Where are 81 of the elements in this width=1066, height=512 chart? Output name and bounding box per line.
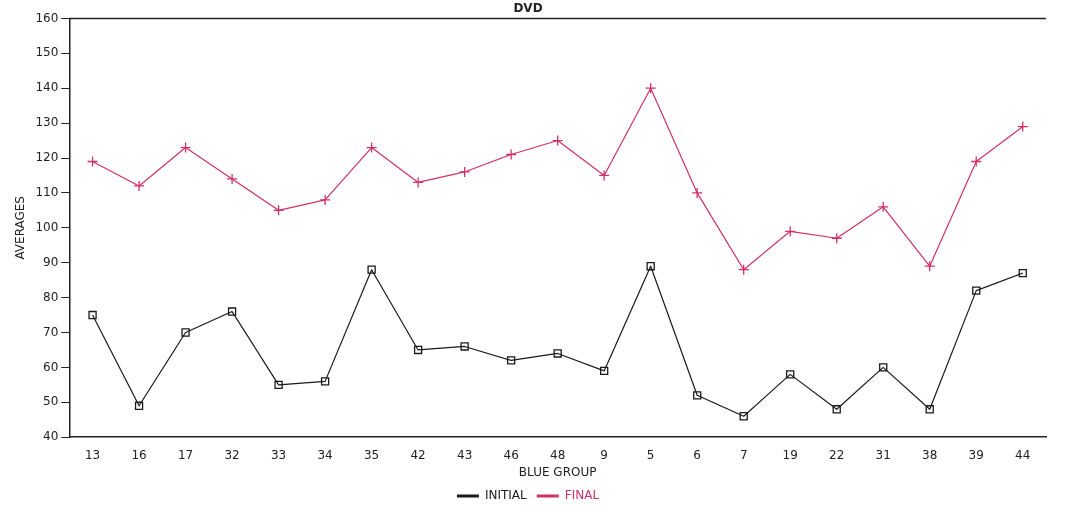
point bbox=[879, 363, 888, 372]
y-tick-label: 90 bbox=[43, 254, 59, 269]
chart-title: DVD bbox=[513, 1, 543, 16]
point bbox=[226, 173, 238, 185]
point bbox=[599, 366, 609, 376]
point bbox=[739, 412, 748, 421]
x-tick-label: 22 bbox=[829, 447, 845, 462]
point bbox=[924, 260, 936, 272]
x-tick-label: 13 bbox=[84, 447, 101, 462]
point bbox=[320, 377, 330, 386]
point bbox=[786, 370, 795, 379]
x-axis-title: BLUE GROUP bbox=[518, 464, 597, 479]
point bbox=[598, 169, 610, 182]
y-tick-label: 70 bbox=[43, 324, 59, 339]
x-tick-label: 7 bbox=[739, 447, 748, 462]
point bbox=[970, 155, 982, 168]
point bbox=[88, 310, 97, 320]
point bbox=[367, 265, 376, 274]
point bbox=[179, 141, 192, 154]
point bbox=[460, 342, 469, 351]
point bbox=[693, 391, 702, 400]
point bbox=[134, 401, 144, 410]
x-tick-label: 19 bbox=[782, 447, 798, 462]
point bbox=[1018, 268, 1027, 278]
x-tick-label: 39 bbox=[968, 447, 984, 462]
point bbox=[784, 225, 796, 237]
x-tick-label: 48 bbox=[550, 447, 566, 462]
point bbox=[646, 262, 655, 271]
x-tick-label: 34 bbox=[317, 447, 333, 462]
point bbox=[645, 82, 657, 94]
y-tick-label: 120 bbox=[35, 150, 59, 165]
point bbox=[458, 166, 471, 178]
point bbox=[1017, 120, 1029, 133]
point bbox=[413, 345, 423, 355]
point bbox=[319, 194, 331, 206]
point bbox=[227, 307, 237, 316]
y-tick-label: 140 bbox=[35, 80, 59, 95]
point bbox=[925, 405, 934, 414]
x-tick-label: 42 bbox=[410, 447, 426, 462]
y-tick-label: 60 bbox=[43, 359, 59, 374]
x-tick-label: 44 bbox=[1015, 447, 1031, 462]
x-tick-label: 16 bbox=[131, 447, 147, 462]
point bbox=[181, 328, 190, 337]
x-tick-label: 35 bbox=[363, 447, 380, 462]
point bbox=[831, 232, 843, 244]
x-tick-label: 9 bbox=[600, 447, 608, 462]
point bbox=[272, 204, 285, 216]
x-tick-label: 46 bbox=[503, 447, 519, 462]
point bbox=[506, 356, 516, 365]
point bbox=[505, 148, 517, 161]
x-tick-label: 38 bbox=[922, 447, 938, 462]
x-tick-label: 17 bbox=[177, 447, 194, 462]
point bbox=[738, 264, 750, 276]
x-tick-label: 5 bbox=[646, 447, 655, 462]
point bbox=[972, 286, 981, 295]
legend-label: FINAL bbox=[564, 488, 600, 503]
x-tick-label: 33 bbox=[270, 447, 287, 462]
legend-label: INITIAL bbox=[484, 488, 528, 503]
point bbox=[832, 405, 841, 414]
point bbox=[133, 180, 145, 192]
point bbox=[552, 134, 564, 147]
x-tick-label: 32 bbox=[224, 447, 240, 462]
point bbox=[877, 201, 889, 213]
y-tick-label: 50 bbox=[43, 394, 59, 409]
y-axis-title: AVERAGES bbox=[13, 196, 28, 260]
point bbox=[86, 155, 99, 168]
y-tick-label: 80 bbox=[43, 289, 59, 304]
point bbox=[691, 187, 703, 199]
y-tick-label: 110 bbox=[35, 185, 59, 200]
y-tick-label: 40 bbox=[43, 429, 59, 444]
y-tick-label: 150 bbox=[35, 45, 59, 60]
y-tick-label: 130 bbox=[35, 115, 59, 130]
x-tick-label: 6 bbox=[693, 447, 701, 462]
x-tick-label: 43 bbox=[456, 447, 473, 462]
point bbox=[365, 141, 378, 154]
point bbox=[274, 380, 283, 390]
x-tick-label: 31 bbox=[875, 447, 891, 462]
point bbox=[553, 349, 562, 358]
point bbox=[412, 176, 424, 189]
y-tick-label: 160 bbox=[35, 10, 59, 25]
y-tick-label: 100 bbox=[35, 219, 59, 234]
